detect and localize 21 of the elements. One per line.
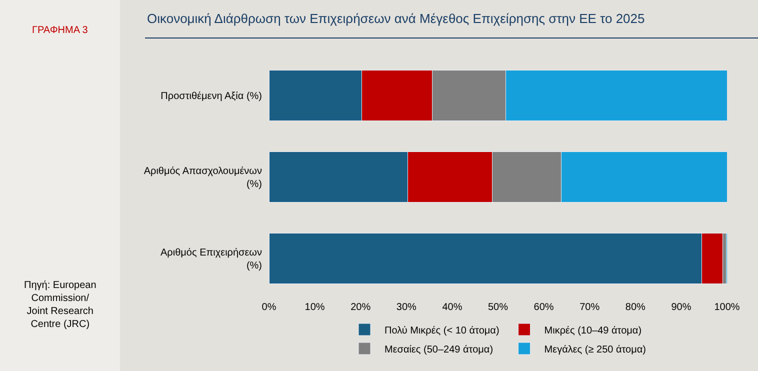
- x-tick-label: 60%: [534, 302, 554, 313]
- legend-label: Μικρές (10–49 άτομα): [544, 325, 642, 336]
- text: ΓΡΑΦΗΜΑ 3: [32, 25, 88, 36]
- legend-label: Μεγάλες (≥ 250 άτομα): [544, 344, 646, 356]
- chart-title: Οικονομική Διάρθρωση των Επιχειρήσεων ανά Μέγεθος Επιχείρησης στην ΕΕ το 2025: [147, 11, 645, 26]
- x-tick-label: 30%: [396, 302, 417, 313]
- legend-label: Πολύ Μικρές (< 10 άτομα): [384, 325, 500, 336]
- x-tick-label: 50%: [488, 302, 508, 313]
- x-tick-label: 90%: [671, 302, 692, 313]
- x-tick-label: 40%: [442, 302, 462, 313]
- text: Πηγή: European Commission/ Joint Research Centre (JRC): [24, 280, 96, 330]
- y-tick-label: Προστιθέμενη Αξία (%): [160, 91, 262, 102]
- y-tick-label: Αριθμός Επιχειρήσεων (%): [160, 247, 262, 272]
- legend-label: Μεσαίες (50–249 άτομα): [384, 344, 494, 356]
- x-tick-label: 10%: [304, 302, 325, 313]
- x-tick-label: 0%: [262, 302, 276, 313]
- x-tick-label: 80%: [625, 302, 646, 313]
- y-tick-label: Αριθμός Απασχολουμένων (%): [144, 166, 262, 190]
- x-tick-label: 70%: [580, 302, 600, 313]
- x-tick-label: 100%: [714, 302, 740, 313]
- x-tick-label: 20%: [350, 302, 371, 313]
